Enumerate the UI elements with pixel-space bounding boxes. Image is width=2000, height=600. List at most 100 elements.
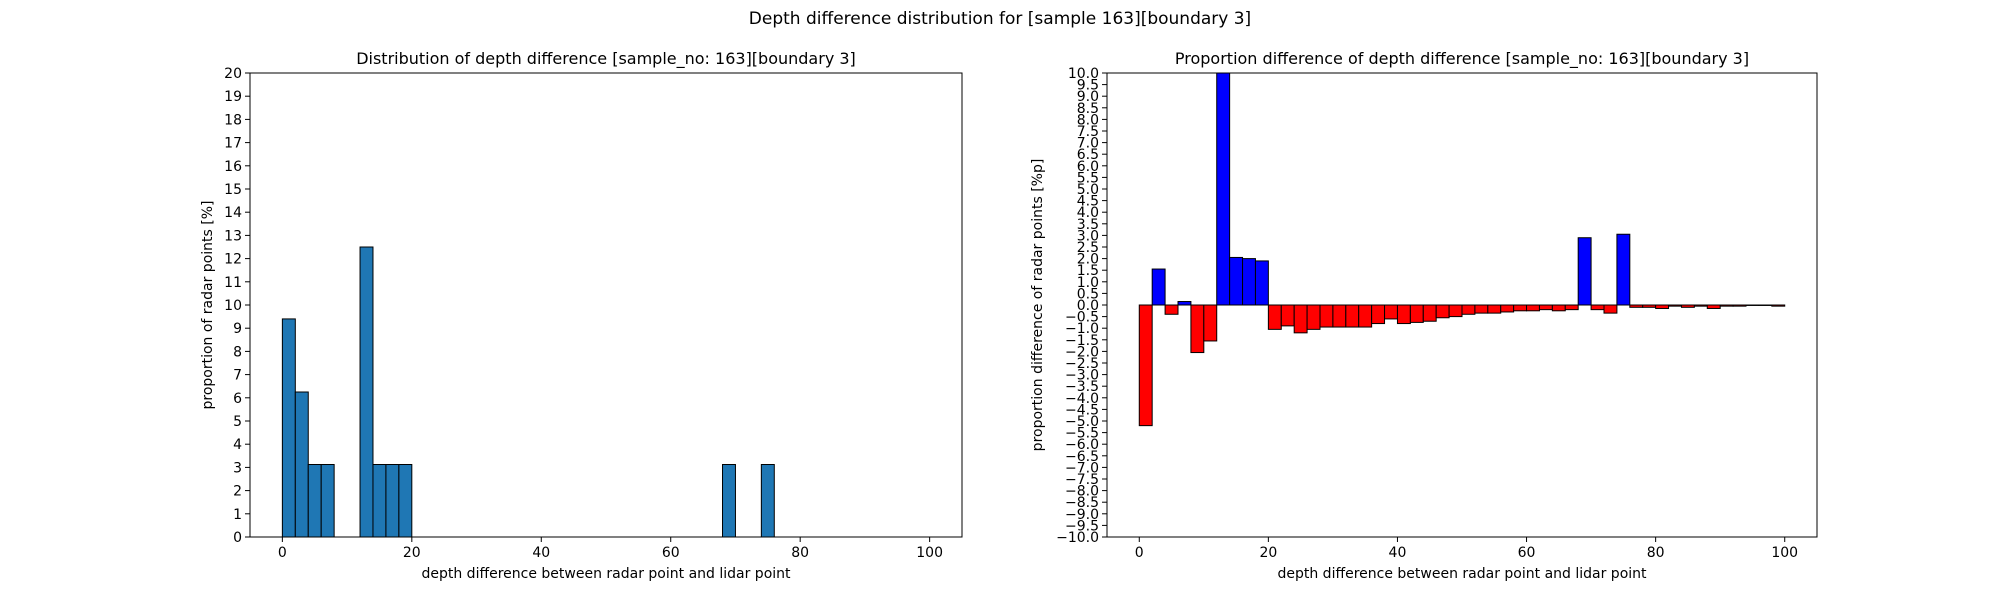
histogram-y-tick-label: 15: [224, 182, 242, 198]
difference-bar: [1461, 304, 1476, 315]
difference-bar: [1642, 304, 1657, 308]
difference-y-tick-label: 7.5: [1077, 124, 1099, 140]
difference-bar: [1603, 304, 1618, 314]
difference-bar: [1371, 304, 1386, 325]
histogram-bar: [398, 464, 413, 538]
difference-bar: [1680, 304, 1695, 308]
difference-y-tick-label: 7.0: [1077, 136, 1099, 152]
difference-bar: [1177, 301, 1192, 306]
histogram-panel: 0 20 40 60 80 1000123456789101112131415161718…: [200, 49, 963, 582]
figure-title: Depth difference distribution for [sampl…: [748, 9, 1252, 29]
difference-bar: [1319, 304, 1334, 328]
difference-bar: [1448, 304, 1463, 318]
difference-bar: [1306, 304, 1321, 330]
difference-bar: [1293, 304, 1308, 334]
difference-y-tick-label: −2.0: [1065, 344, 1099, 360]
difference-bar: [1242, 258, 1256, 306]
histogram-y-tick-label: 2: [233, 484, 242, 500]
difference-y-tick-label: 8.0: [1077, 112, 1099, 128]
histogram-bar: [385, 464, 400, 538]
histogram-y-tick-label: 18: [224, 112, 242, 128]
histogram-bar: [307, 464, 322, 538]
histogram-y-tick-label: 20: [224, 66, 242, 82]
difference-y-tick-label: 3.5: [1077, 217, 1099, 233]
histogram-y-tick-label: 16: [224, 159, 242, 175]
difference-bar: [1577, 237, 1592, 306]
difference-bar: [1229, 256, 1244, 306]
histogram-bar: [760, 464, 775, 538]
histogram-bar: [281, 318, 296, 538]
histogram-y-tick-label: 13: [224, 228, 242, 244]
histogram-y-tick-label: 17: [224, 136, 242, 152]
difference-bar: [1332, 304, 1347, 328]
difference-y-tick-label: 4.0: [1077, 205, 1099, 221]
histogram-x-tick-label: 80: [791, 545, 809, 561]
difference-bar: [1500, 304, 1515, 313]
histogram-x-axis-label: depth difference between radar point and…: [421, 566, 791, 582]
histogram-y-tick-label: 12: [224, 252, 242, 268]
histogram-bar: [359, 246, 374, 538]
histogram-bars: [281, 246, 775, 538]
difference-bar: [1345, 304, 1360, 328]
difference-y-tick-label: 9.0: [1077, 89, 1099, 105]
difference-y-tick-label: −6.5: [1065, 449, 1099, 465]
histogram-y-tick-label: 9: [233, 321, 242, 337]
difference-bar: [1487, 304, 1502, 314]
histogram-y-tick-label: 11: [224, 275, 242, 291]
difference-y-tick-label: 0.5: [1077, 286, 1099, 302]
difference-bar: [1616, 233, 1631, 306]
histogram-axes-frame: [249, 72, 963, 538]
difference-x-tick-label: 0: [1135, 545, 1144, 561]
difference-x-tick-label: 80: [1647, 545, 1665, 561]
difference-bar: [1693, 304, 1708, 307]
difference-x-tick-label: 20: [1259, 545, 1277, 561]
difference-x-tick-label: 60: [1518, 545, 1536, 561]
difference-bar: [1190, 304, 1205, 354]
histogram-x-tick-label: 0: [278, 545, 287, 561]
difference-panel: 0 20 40 60 80 100 −10.0−9.5−9.0−8.5−8.0−7.5−7.…: [1030, 49, 1818, 582]
difference-bars: [1138, 72, 1786, 427]
difference-bar: [1706, 304, 1721, 309]
histogram-y-tick-label: 1: [233, 507, 242, 523]
difference-y-tick-label: 2.0: [1077, 252, 1099, 268]
difference-x-axis-label: depth difference between radar point and…: [1277, 566, 1647, 582]
difference-y-tick-label: 6.0: [1077, 159, 1099, 175]
difference-y-tick-label: −2.5: [1065, 356, 1099, 372]
histogram-bar: [722, 464, 736, 538]
histogram-bar: [320, 464, 335, 538]
difference-y-tick-label: −4.5: [1065, 402, 1099, 418]
histogram-bar: [294, 391, 309, 538]
difference-bar: [1629, 304, 1644, 308]
difference-bar: [1358, 304, 1373, 328]
difference-bar: [1590, 304, 1605, 311]
histogram-y-tick-label: 14: [224, 205, 242, 221]
difference-y-tick-label: 1.5: [1077, 263, 1099, 279]
difference-title: Proportion difference of depth differenc…: [1175, 49, 1749, 69]
histogram-title: Distribution of depth difference [sample…: [356, 49, 856, 69]
difference-y-tick-label: 5.0: [1077, 182, 1099, 198]
histogram-y-tick-label: 10: [224, 298, 242, 314]
histogram-y-tick-label: 7: [233, 368, 242, 384]
difference-y-tick-label: 2.5: [1077, 240, 1099, 256]
difference-y-tick-label: −9.5: [1065, 518, 1099, 534]
difference-bar: [1203, 304, 1218, 342]
difference-y-tick-label: 9.5: [1077, 78, 1099, 94]
difference-y-tick-label: −1.5: [1065, 333, 1099, 349]
difference-y-tick-label: 4.5: [1077, 194, 1099, 210]
difference-y-tick-label: −4.0: [1065, 391, 1099, 407]
difference-bar: [1538, 304, 1553, 311]
difference-y-tick-label: −9.0: [1065, 507, 1099, 523]
difference-y-tick-label: −1.0: [1065, 321, 1099, 337]
histogram-y-axis-label: proportion of radar points [%]: [200, 200, 216, 409]
difference-bar: [1151, 268, 1166, 306]
difference-y-tick-label: −5.0: [1065, 414, 1099, 430]
difference-bar: [1564, 304, 1579, 311]
difference-y-tick-label: −8.5: [1065, 495, 1099, 511]
difference-bar: [1216, 72, 1231, 306]
difference-x-ticks: 0 20 40 60 80 100: [1135, 537, 1798, 561]
difference-y-ticks: −10.0−9.5−9.0−8.5−8.0−7.5−7.0−6.5−6.0−5.…: [1056, 66, 1107, 546]
difference-bar: [1267, 304, 1282, 330]
difference-y-tick-label: 10.0: [1068, 66, 1099, 82]
